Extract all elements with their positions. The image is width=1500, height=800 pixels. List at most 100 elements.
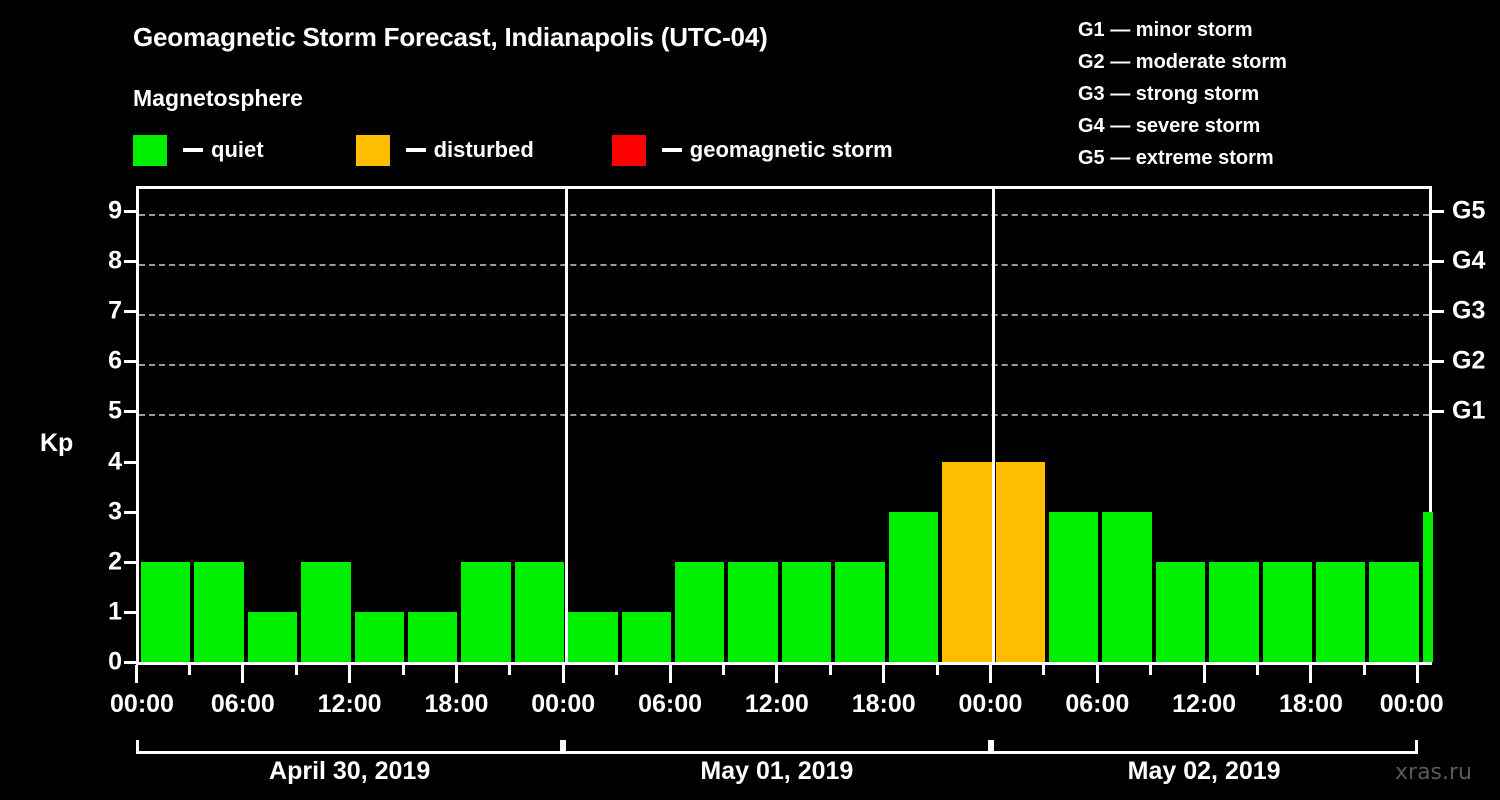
legend-item: geomagnetic storm <box>611 133 893 167</box>
y-tick-label: 6 <box>108 346 122 375</box>
x-tick-label: 12:00 <box>1172 690 1237 718</box>
x-tick-minor <box>1149 665 1153 675</box>
g-scale-line: G4 — severe storm <box>1078 115 1261 137</box>
x-tick-minor <box>1362 665 1366 675</box>
x-tick-major <box>989 665 992 683</box>
x-tick-major <box>348 665 352 683</box>
g-tick-mark <box>1432 360 1444 364</box>
gridline <box>139 364 1429 367</box>
y-tick-label: 8 <box>108 246 122 275</box>
date-band <box>990 740 1418 754</box>
legend-item: quiet <box>133 133 264 167</box>
day-separator <box>992 189 995 662</box>
x-tick-minor <box>508 665 512 675</box>
y-axis-label: Kp <box>40 429 74 457</box>
y-tick-label: 5 <box>108 396 122 425</box>
y-tick-mark <box>124 661 136 664</box>
x-tick-label: 06:00 <box>638 690 703 718</box>
gridline <box>139 414 1429 417</box>
bar <box>888 511 939 662</box>
red-swatch <box>611 134 646 166</box>
g-tick-label: G3 <box>1452 296 1486 325</box>
y-tick-label: 1 <box>108 597 122 626</box>
g-tick-mark <box>1432 260 1444 264</box>
x-tick-label: 00:00 <box>1379 690 1444 718</box>
page-title: Geomagnetic Storm Forecast, Indianapolis… <box>133 22 768 52</box>
legend-dash <box>405 148 426 152</box>
x-tick-label: 00:00 <box>531 690 596 718</box>
y-tick-mark <box>124 360 136 364</box>
y-tick-mark <box>124 210 136 214</box>
g-tick-label: G4 <box>1452 246 1486 275</box>
x-tick-minor <box>187 665 191 675</box>
x-tick-minor <box>935 665 939 675</box>
x-tick-label: 06:00 <box>210 690 275 718</box>
bar <box>1315 561 1366 662</box>
bar <box>1155 561 1206 662</box>
g-tick-mark <box>1432 310 1444 314</box>
plot-area <box>136 186 1433 662</box>
chart-subtitle: Magnetosphere <box>133 85 303 111</box>
bar <box>995 461 1045 662</box>
y-tick-mark <box>124 410 136 414</box>
g-tick-label: G2 <box>1452 346 1486 375</box>
bar <box>675 561 725 662</box>
bar <box>301 561 351 662</box>
g-tick-mark <box>1432 410 1444 414</box>
bar <box>728 561 778 662</box>
legend-item: disturbed <box>355 133 534 167</box>
x-tick-major <box>134 665 138 683</box>
green-swatch <box>133 134 167 166</box>
bar <box>568 611 618 662</box>
x-tick-major <box>1416 665 1420 683</box>
y-tick-label: 0 <box>108 647 122 676</box>
bar <box>1369 561 1419 662</box>
legend-dash <box>661 148 682 152</box>
y-tick-label: 7 <box>108 296 122 325</box>
bar <box>621 611 672 662</box>
y-tick-mark <box>124 610 136 614</box>
g-scale-legend: G1 — minor storm G2 — moderate storm G3 — … <box>1078 14 1287 174</box>
bar <box>514 561 565 662</box>
bar <box>408 611 458 662</box>
x-tick-major <box>1095 665 1099 683</box>
x-tick-minor <box>401 665 405 675</box>
x-tick-major <box>668 665 672 683</box>
x-tick-major <box>882 665 886 683</box>
g-tick-mark <box>1432 210 1444 214</box>
orange-swatch <box>355 134 390 166</box>
gridline <box>139 314 1429 317</box>
y-tick-label: 9 <box>108 196 122 225</box>
date-label: May 01, 2019 <box>700 757 854 785</box>
bar <box>1209 561 1259 662</box>
bar <box>1048 511 1099 662</box>
y-tick-label: 2 <box>108 547 122 576</box>
x-tick-major <box>775 665 779 683</box>
bar <box>781 561 832 662</box>
y-tick-mark <box>124 560 136 564</box>
x-tick-minor <box>828 665 832 675</box>
date-band <box>563 740 991 754</box>
legend-label: disturbed <box>433 137 534 162</box>
g-scale-line: G2 — moderate storm <box>1078 51 1287 73</box>
y-tick-label: 4 <box>108 447 122 476</box>
bar <box>354 611 405 662</box>
date-label: April 30, 2019 <box>269 757 431 785</box>
x-tick-major <box>1202 665 1206 683</box>
g-scale-line: G5 — extreme storm <box>1078 147 1274 169</box>
watermark: xras.ru <box>1395 760 1472 785</box>
x-tick-label: 12:00 <box>317 690 382 718</box>
x-tick-major <box>241 665 245 683</box>
x-tick-minor <box>1042 665 1046 675</box>
bar <box>461 561 511 662</box>
bar <box>247 611 298 662</box>
bar <box>1102 511 1152 662</box>
x-tick-label: 06:00 <box>1065 690 1130 718</box>
g-scale-line: G1 — minor storm <box>1078 19 1253 41</box>
plot-inner <box>139 189 1433 662</box>
gridline <box>139 214 1429 217</box>
bar <box>194 561 244 662</box>
g-scale-line: G3 — strong storm <box>1078 83 1260 105</box>
x-tick-major <box>454 665 458 683</box>
